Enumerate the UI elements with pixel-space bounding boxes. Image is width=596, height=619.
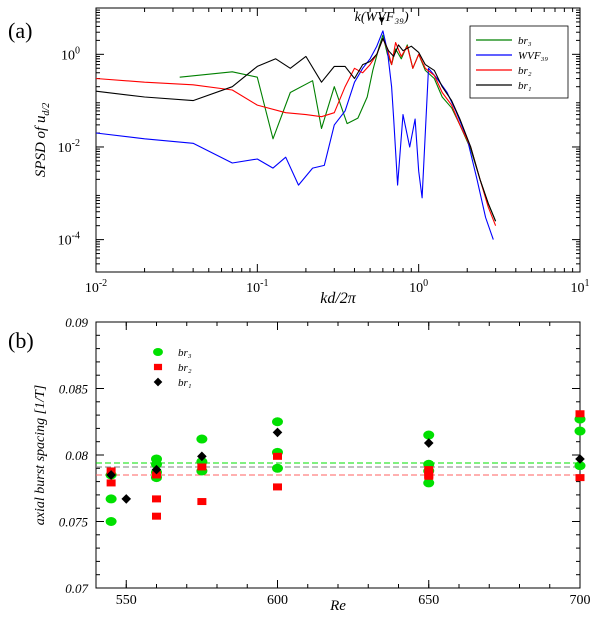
panel-b-x-axis-label: Re: [329, 598, 346, 614]
y-tick-label-base: 10: [61, 48, 75, 63]
data-point-br: [423, 478, 435, 488]
y-tick-label: 0.075: [59, 515, 89, 530]
data-point-br: [424, 472, 434, 480]
y-tick-label: 10-2: [58, 138, 80, 156]
data-point-br: [272, 417, 283, 427]
legend-label-br: br₂: [518, 65, 532, 77]
data-point-br: [152, 471, 161, 479]
data-point-br: [575, 474, 585, 482]
x-tick-label: 550: [116, 593, 137, 608]
y-tick-label: 0.09: [65, 315, 88, 330]
x-tick-label-base: 10: [571, 281, 585, 296]
data-point-br: [423, 438, 434, 448]
data-point-br: [273, 452, 282, 460]
annotation-arrow-head: [378, 17, 385, 24]
legend-box: [469, 25, 569, 99]
legend-marker-br: [153, 347, 163, 357]
x-tick-label: 101: [571, 278, 590, 296]
y-tick-label: 100: [61, 45, 80, 63]
y-tick-label-exponent: -4: [72, 231, 80, 242]
legend-label-br: br₃: [178, 347, 192, 359]
panel-a-x-axis-label: kd/2π: [320, 290, 357, 307]
panel-b-mean-lines: [96, 462, 580, 476]
x-tick-label-exponent: -1: [260, 278, 268, 289]
panel-a-plot-frame: [95, 7, 581, 273]
data-point-br: [197, 463, 207, 471]
panel-a-annotation: k(WVF₃₉): [355, 10, 409, 25]
data-point-br: [423, 430, 435, 440]
panel-a-y-axis-label: SPSD of ud/2: [33, 103, 52, 177]
x-tick-label-exponent: 1: [585, 278, 590, 289]
data-point-br: [105, 494, 117, 504]
panel-b-ticks: 550 600 650 700 0.07 0.075 0.08 0.085 0.09: [59, 315, 591, 608]
panel-b: (b) 550 600 650 700 0.07 0.075 0.08 0.085 0.09 b…: [8, 315, 591, 614]
legend-marker-br: [153, 363, 163, 371]
legend-label-wvf: WVF₃₉: [518, 50, 548, 62]
data-point-br: [424, 466, 434, 474]
y-tick-label-exponent: 0: [75, 45, 80, 56]
data-point-br: [273, 483, 282, 491]
series-line-wvf: [95, 30, 494, 240]
x-tick-label: 650: [418, 593, 439, 608]
data-point-br: [121, 494, 132, 504]
data-point-br: [574, 461, 586, 471]
x-tick-label-base: 10: [85, 281, 99, 296]
data-point-br: [574, 426, 586, 436]
data-point-br: [106, 470, 116, 480]
panel-b-series: [105, 410, 586, 526]
data-point-br: [151, 459, 162, 469]
x-tick-label: 10-1: [246, 278, 268, 296]
x-tick-label-base: 10: [246, 281, 260, 296]
x-tick-label: 600: [267, 593, 288, 608]
data-point-br: [197, 498, 207, 506]
panel-b-plot-frame: [95, 321, 581, 589]
data-point-br: [152, 495, 161, 503]
y-tick-label-base: 10: [58, 141, 72, 156]
data-point-br: [575, 454, 585, 464]
y-tick-label: 0.07: [65, 581, 88, 596]
legend-label-br: br₁: [518, 80, 532, 92]
y-tick-label-exponent: -2: [72, 138, 80, 149]
legend-label-br: br₁: [178, 377, 192, 389]
panel-b-y-axis-label: axial burst spacing [1/T]: [33, 385, 48, 525]
x-tick-label-exponent: 0: [423, 278, 428, 289]
x-tick-label: 100: [409, 278, 428, 296]
panel-a-label: (a): [8, 18, 32, 43]
data-point-br: [106, 479, 116, 487]
y-tick-label: 10-4: [58, 231, 80, 249]
panel-a-legend: br₃ WVF₃₉ br₂ br₁: [469, 25, 569, 99]
legend-label-br: br₂: [178, 362, 192, 374]
series-line-br: [179, 34, 497, 222]
data-point-br: [105, 517, 117, 526]
series-line-br: [95, 37, 497, 222]
panel-b-label: (b): [8, 328, 34, 353]
x-tick-label: 700: [570, 593, 591, 608]
panel-a-y-axis-label-sub: d/2: [41, 103, 52, 116]
data-point-br: [272, 463, 283, 473]
data-point-br: [197, 451, 207, 462]
panel-a-y-axis-label-main: SPSD of u: [33, 116, 49, 178]
y-tick-label-base: 10: [58, 234, 72, 249]
x-tick-label-exponent: -2: [99, 278, 107, 289]
data-point-br: [152, 512, 161, 520]
legend-label-br: br₃: [518, 35, 532, 47]
x-tick-label-base: 10: [409, 281, 423, 296]
data-point-br: [151, 464, 162, 475]
series-line-br: [95, 37, 497, 226]
panel-a-series: [95, 30, 497, 240]
data-point-br: [575, 410, 585, 418]
data-point-br: [272, 427, 283, 438]
y-tick-label: 0.085: [59, 382, 89, 397]
y-tick-label: 0.08: [65, 448, 88, 463]
x-tick-label: 10-2: [85, 278, 107, 296]
legend-marker-br: [153, 377, 163, 387]
data-point-br: [196, 434, 208, 444]
panel-b-legend: br₃ br₂ br₁: [153, 347, 192, 389]
